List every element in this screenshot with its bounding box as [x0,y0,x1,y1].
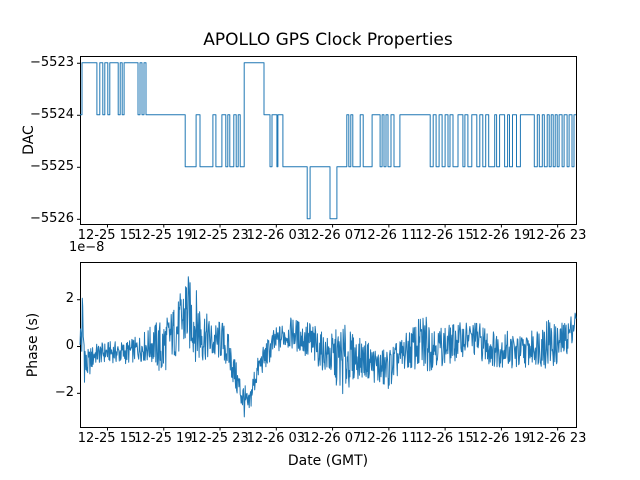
x-tick-label: 12-26 07 [302,228,362,243]
x-tick-label: 12-26 07 [302,431,362,446]
dac-y-axis-label: DAC [21,125,37,155]
x-tick-label: 12-26 11 [359,431,418,446]
y-tick-label: −5525 [30,158,74,174]
y-tick-label: 0 [65,338,74,353]
y-tick-label: 2 [65,291,74,307]
x-tick-label: 12-26 03 [246,431,306,446]
phase-noise-series [79,276,577,418]
x-tick-label: 12-26 15 [415,228,474,243]
x-tick-label: 12-26 23 [527,228,587,243]
x-tick-label: 12-25 19 [134,431,193,446]
x-tick-label: 12-26 15 [415,431,474,446]
x-tick-label: 12-26 19 [471,228,531,243]
x-tick-label: 12-25 23 [190,228,249,243]
axes-frame [80,56,577,225]
x-tick-label: 12-26 19 [471,431,531,446]
x-axis-label: Date (GMT) [287,453,369,469]
x-tick-label: 12-25 23 [190,431,249,446]
x-tick-label: 12-25 15 [77,431,137,446]
phase-y-axis-label: Phase (s) [25,312,41,378]
y-tick-label: −5523 [30,54,74,70]
x-tick-label: 12-26 23 [527,431,587,446]
y-tick-label: −5524 [30,106,74,122]
y-tick-label: −2 [54,384,74,400]
x-tick-label: 12-26 03 [246,228,306,243]
dac-step-series [80,62,576,220]
axes-frame [80,262,577,428]
x-tick-label: 12-25 19 [134,228,193,243]
phase-offset-text: 1e−8 [69,240,105,255]
x-tick-label: 12-25 15 [77,228,137,243]
y-tick-label: −5526 [30,210,74,226]
figure-title: APOLLO GPS Clock Properties [203,30,453,50]
x-tick-label: 12-26 11 [359,228,418,243]
